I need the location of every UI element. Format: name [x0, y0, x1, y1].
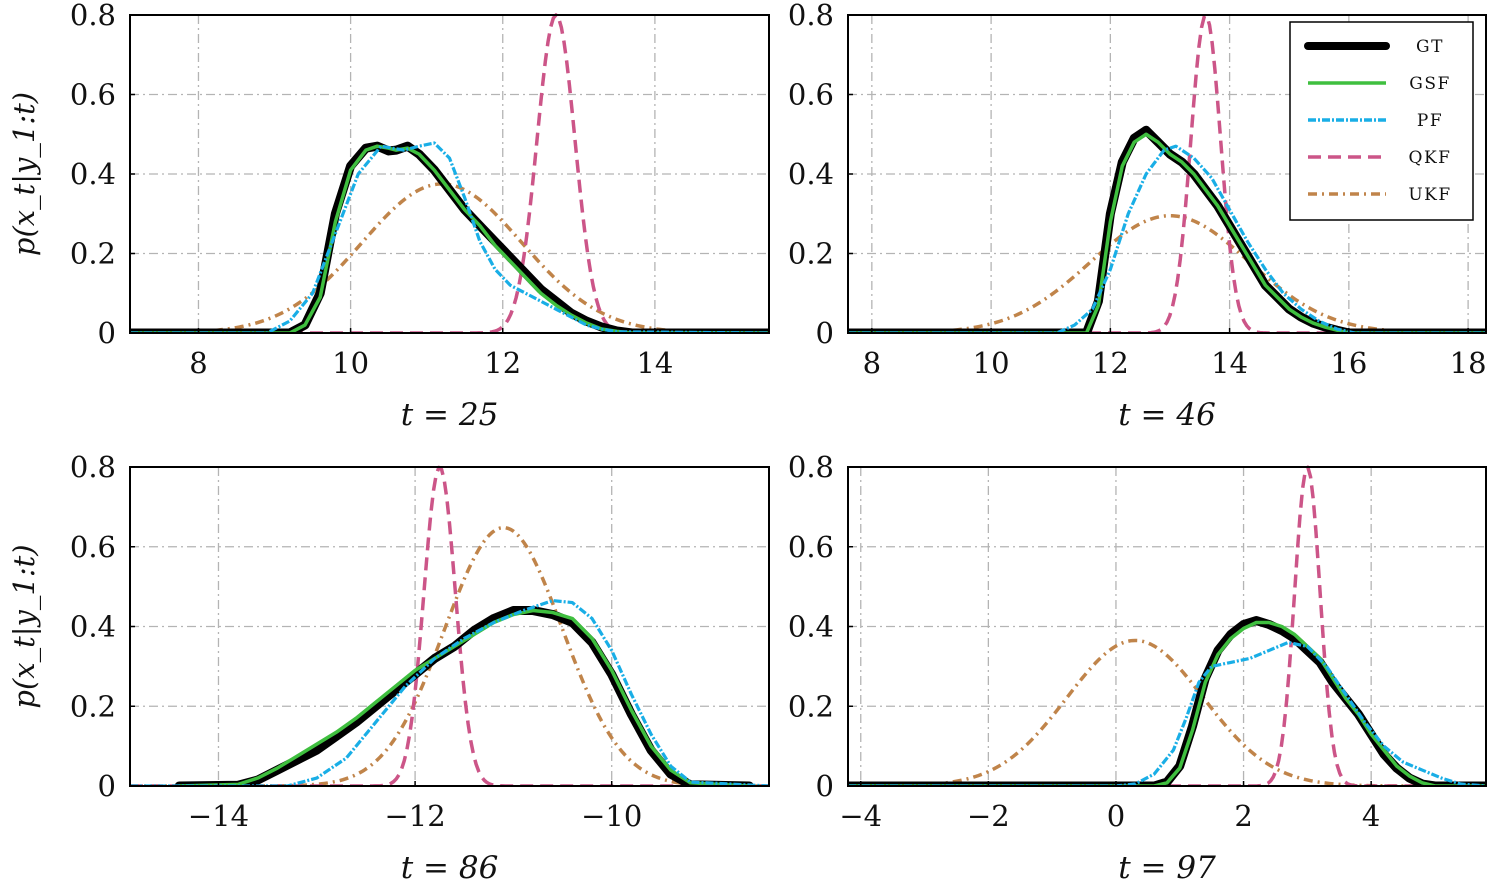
- series-pf-line: [848, 640, 1486, 786]
- series-qkf-line: [130, 465, 769, 786]
- y-tick-label: 0.4: [788, 610, 834, 644]
- series-gsf-line: [848, 132, 1486, 333]
- x-axis-label: t = 46: [1118, 397, 1216, 433]
- legend-label-qkf: QKF: [1409, 148, 1452, 168]
- x-tick-label: 10: [332, 346, 369, 380]
- y-tick-label: 0.2: [70, 689, 116, 723]
- grid: [130, 467, 769, 786]
- legend-label-gsf: GSF: [1409, 74, 1451, 94]
- series-pf-line: [130, 141, 769, 333]
- y-tick-label: 0.2: [788, 237, 834, 271]
- series-gt-line: [848, 616, 1486, 786]
- series-gsf-line: [130, 144, 769, 333]
- subplot-2: 8 10 12 14 16 18 0 0.2 0.4 0.6 0.8 t = 46: [788, 0, 1487, 433]
- x-tick-label: 12: [484, 346, 521, 380]
- x-tick-label: 12: [1092, 346, 1129, 380]
- y-tick-label: 0.6: [70, 78, 116, 112]
- x-tick-label: 8: [189, 346, 207, 380]
- y-tick-label: 0: [98, 316, 116, 350]
- x-tick-label: 10: [973, 346, 1010, 380]
- y-tick-label: 0.8: [788, 0, 834, 32]
- y-tick-label: 0.4: [70, 157, 116, 191]
- y-tick-label: 0.6: [70, 530, 116, 564]
- legend-label-gt: GT: [1416, 37, 1444, 57]
- y-tick-label: 0.8: [70, 450, 116, 484]
- series-gsf-line: [848, 620, 1486, 786]
- x-tick-label: 16: [1330, 346, 1367, 380]
- grid: [848, 467, 1486, 786]
- series-ukf-line: [130, 182, 769, 333]
- series-pf-line: [130, 598, 769, 786]
- grid: [130, 15, 769, 333]
- series-ukf-line: [848, 213, 1486, 333]
- x-axis-label: t = 25: [401, 397, 499, 433]
- series-group: [130, 13, 769, 333]
- legend-label-ukf: UKF: [1408, 185, 1451, 205]
- series-qkf-line: [848, 14, 1486, 333]
- x-tick-label: 4: [1362, 799, 1380, 833]
- y-tick-label: 0.2: [788, 689, 834, 723]
- series-gsf-line: [177, 608, 752, 786]
- x-tick-label: 18: [1450, 346, 1487, 380]
- subplot-4: −4 −2 0 2 4 0 0.2 0.4 0.6 0.8 t = 97: [788, 450, 1487, 882]
- y-tick-label: 0.4: [70, 610, 116, 644]
- x-tick-label: 2: [1234, 799, 1252, 833]
- y-axis-label: p(x_t|y_1:t): [7, 544, 42, 708]
- x-tick-label: −12: [384, 799, 445, 833]
- y-tick-label: 0: [98, 769, 116, 803]
- x-tick-label: −2: [967, 799, 1010, 833]
- y-tick-label: 0.6: [788, 530, 834, 564]
- y-tick-label: 0.8: [788, 450, 834, 484]
- x-tick-label: −4: [839, 799, 882, 833]
- legend: GT GSF PF QKF UKF: [1289, 21, 1474, 221]
- series-group: [848, 14, 1486, 333]
- series-ukf-line: [130, 525, 769, 786]
- x-tick-label: −10: [581, 799, 642, 833]
- series-pf-line: [848, 144, 1486, 333]
- y-tick-label: 0.4: [788, 157, 834, 191]
- x-tick-label: −14: [188, 799, 249, 833]
- subplot-1: 8 10 12 14 0 0.2 0.4 0.6 0.8 t = 25 p(x_t|y_1:t): [7, 0, 770, 433]
- y-tick-label: 0.2: [70, 237, 116, 271]
- x-tick-label: 0: [1107, 799, 1125, 833]
- x-tick-label: 14: [1211, 346, 1248, 380]
- y-tick-label: 0: [816, 769, 834, 803]
- y-tick-label: 0.8: [70, 0, 116, 32]
- x-axis-label: t = 86: [401, 850, 499, 882]
- series-group: [848, 465, 1486, 786]
- y-tick-label: 0.6: [788, 78, 834, 112]
- y-tick-label: 0: [816, 316, 834, 350]
- y-axis-label: p(x_t|y_1:t): [7, 92, 42, 256]
- subplot-3: −14 −12 −10 0 0.2 0.4 0.6 0.8 t = 86 p(x_t|y_1:t): [7, 450, 770, 882]
- x-axis-label: t = 97: [1118, 850, 1216, 882]
- x-tick-label: 14: [636, 346, 673, 380]
- x-tick-label: 8: [863, 346, 881, 380]
- legend-label-pf: PF: [1417, 111, 1443, 131]
